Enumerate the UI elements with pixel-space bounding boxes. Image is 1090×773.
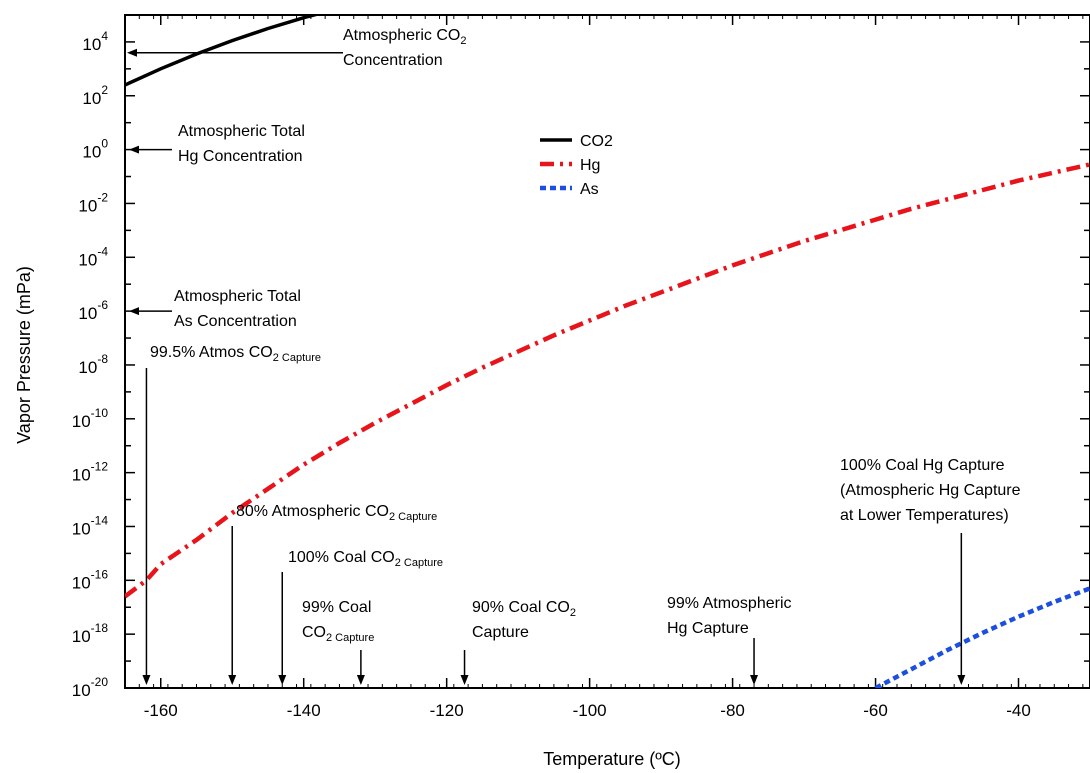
annotation-text: 99.5% Atmos CO2 Capture [150, 344, 321, 364]
series-line-hg [125, 162, 1090, 599]
annotation-atm-co2: Atmospheric CO2 Concentration [127, 27, 467, 69]
series-line-as [874, 586, 1090, 688]
x-tick-label: -40 [1006, 701, 1031, 720]
legend-label-as: As [580, 181, 599, 198]
x-tick-label: -100 [573, 701, 607, 720]
annotation-text: Atmospheric CO2 [343, 27, 467, 47]
annotation-text: 80% Atmospheric CO2 Capture [236, 503, 437, 523]
annotation-atm-hg: Atmospheric Total Hg Concentration [129, 123, 305, 165]
x-tick-label: -140 [287, 701, 321, 720]
y-tick-label: 10-8 [78, 352, 108, 377]
annotations: Atmospheric CO2ConcentrationAtmospheric … [127, 27, 1021, 685]
x-axis-title: Temperature (ºC) [543, 749, 681, 769]
x-tick-label: -120 [430, 701, 464, 720]
y-tick-label: 10-18 [72, 621, 109, 646]
annotation-text: 100% Coal Hg Capture [840, 457, 1005, 474]
legend-label-hg: Hg [580, 157, 600, 174]
annotation-text: 99% Coal [302, 599, 371, 616]
annotation-text: Atmospheric Total [174, 288, 301, 305]
legend-label-co2: CO2 [580, 133, 613, 150]
annotation-text: Atmospheric Total [178, 123, 305, 140]
annotation-text: (Atmospheric Hg Capture [840, 482, 1021, 499]
annotation-text: Hg Concentration [178, 148, 303, 165]
annotation-hg-atm-99: 99% Atmospheric Hg Capture [667, 595, 792, 685]
series-layer [125, 15, 1090, 688]
y-tick-label: 104 [82, 29, 108, 54]
y-tick-label: 10-10 [72, 406, 109, 431]
axis-ticks: -160 -140 -120 -100 -80 -60 -40 10-20 10-18 10-16… [72, 14, 1090, 720]
x-tick-label: -160 [144, 701, 178, 720]
y-tick-label: 10-12 [72, 460, 109, 485]
annotation-hg-coal-100: 100% Coal Hg Capture (Atmospheric Hg Capt… [840, 457, 1021, 685]
annotation-text: Hg Capture [667, 620, 749, 637]
annotation-text: CO2 Capture [302, 624, 374, 644]
plot-frame [124, 14, 1090, 689]
y-tick-label: 10-6 [78, 298, 108, 323]
annotation-co2-coal-100: 100% Coal CO2 Capture [278, 549, 443, 685]
y-tick-label: 10-20 [72, 675, 109, 700]
y-tick-label: 100 [82, 137, 108, 162]
annotation-co2-coal-90: 90% Coal CO2 Capture [460, 599, 576, 685]
x-tick-label: -60 [863, 701, 888, 720]
annotation-co2-80: 80% Atmospheric CO2 Capture [228, 503, 437, 685]
annotation-text: 100% Coal CO2 Capture [288, 549, 443, 569]
y-tick-label: 10-16 [72, 567, 109, 592]
annotation-text: 99% Atmospheric [667, 595, 792, 612]
y-axis-title: Vapor Pressure (mPa) [14, 266, 34, 444]
annotation-text: Concentration [343, 52, 443, 69]
legend: CO2 Hg As [540, 133, 613, 198]
series-line-co2 [125, 15, 321, 87]
annotation-atm-as: Atmospheric Total As Concentration [129, 288, 301, 330]
annotation-text: Capture [472, 624, 529, 641]
y-tick-label: 10-14 [72, 513, 109, 538]
annotation-text: 90% Coal CO2 [472, 599, 576, 619]
x-tick-label: -80 [720, 701, 745, 720]
y-tick-label: 10-4 [78, 244, 108, 269]
annotation-co2-coal-99: 99% Coal CO2 Capture [302, 599, 374, 685]
y-tick-label: 10-2 [78, 190, 108, 215]
annotation-text: As Concentration [174, 313, 297, 330]
y-tick-label: 102 [82, 83, 108, 108]
annotation-text: at Lower Temperatures) [840, 507, 1009, 524]
annotation-co2-995: 99.5% Atmos CO2 Capture [142, 344, 321, 685]
